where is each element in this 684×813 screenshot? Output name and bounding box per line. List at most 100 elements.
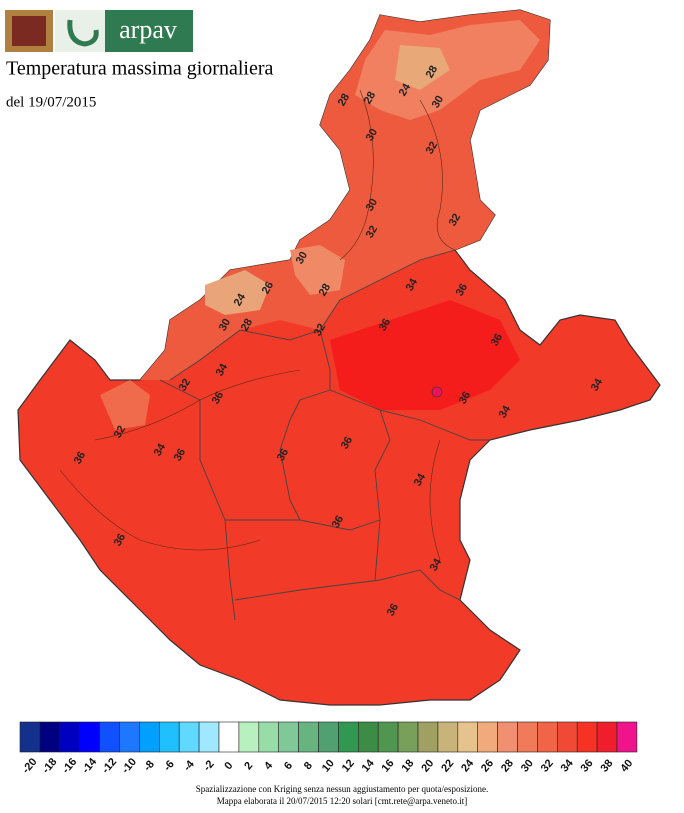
- legend-swatch: [596, 721, 618, 753]
- contour-label: 30: [430, 94, 447, 111]
- contour-label: 28: [239, 317, 256, 334]
- legend-label: 18: [399, 757, 416, 774]
- legend-label: -6: [161, 758, 176, 773]
- legend-label: 4: [262, 759, 276, 772]
- contour-label: 36: [489, 332, 506, 349]
- legend-swatch: [357, 721, 379, 753]
- contour-label: 36: [72, 450, 89, 467]
- footnote: Mappa elaborata il 20/07/2015 12:20 sola…: [217, 796, 467, 806]
- legend-swatch: [159, 721, 180, 753]
- contour-label: 28: [362, 90, 379, 107]
- legend-swatch: [258, 721, 279, 753]
- logo-bg: [105, 10, 193, 52]
- contour: [59, 469, 261, 551]
- legend-label: -12: [100, 756, 119, 776]
- legend-swatch: [278, 721, 299, 753]
- legend-swatch: [556, 721, 578, 753]
- contour-label: 30: [364, 127, 381, 144]
- date: del 19/07/2015: [6, 94, 96, 110]
- legend-label: 16: [380, 757, 397, 774]
- legend-swatch: [298, 721, 319, 753]
- border: [159, 379, 236, 621]
- legend-swatch: [178, 721, 200, 753]
- legend-swatch: [218, 721, 240, 753]
- contour-label: 32: [312, 322, 329, 339]
- logo-lion-inner: [12, 16, 46, 46]
- legend-swatch: [437, 721, 459, 753]
- contour-label: 36: [385, 602, 402, 619]
- legend-swatch: [198, 721, 220, 753]
- contour-label: 32: [177, 377, 194, 394]
- contour-label: 36: [172, 447, 189, 464]
- legend-label: 20: [419, 757, 436, 774]
- legend-label: -4: [181, 758, 197, 774]
- legend-label: 6: [282, 760, 295, 772]
- legend-label: 30: [519, 757, 536, 774]
- legend-swatch: [338, 721, 359, 753]
- legend-label: 24: [459, 757, 477, 775]
- cool-zone: [205, 270, 270, 315]
- legend-swatch: [417, 721, 439, 753]
- legend-label: 40: [618, 757, 635, 774]
- legend-label: 32: [539, 757, 556, 774]
- legend-label: 26: [479, 757, 496, 774]
- legend-swatch: [79, 721, 100, 753]
- legend-label: -18: [40, 756, 59, 776]
- contour-label: 36: [339, 435, 356, 452]
- contour-label: 28: [336, 92, 353, 109]
- border: [225, 519, 381, 531]
- legend-swatch: [537, 721, 558, 753]
- legend-label: 22: [439, 757, 456, 774]
- hot-zone: [330, 300, 520, 410]
- legend-label: 8: [302, 760, 315, 772]
- legend-label: 36: [579, 757, 596, 774]
- legend-label: 12: [340, 757, 357, 774]
- cool-zone: [290, 245, 345, 295]
- legend-swatch: [19, 721, 41, 753]
- legend: -20 -18 -16 -14 -12 -10 -8 -6 -4 -2 0 2 4 6 8 10 12 14 16 1…: [19, 721, 638, 776]
- contour-label: 32: [112, 424, 129, 441]
- border: [374, 409, 391, 581]
- logo-text: arpav: [119, 15, 177, 44]
- hot-spot: [431, 386, 443, 398]
- legend-swatch: [397, 721, 419, 753]
- border: [169, 329, 321, 381]
- legend-label: -20: [20, 756, 39, 776]
- contour-label: 32: [424, 140, 441, 157]
- contour-label: 32: [364, 224, 381, 241]
- legend-label: -16: [60, 756, 79, 776]
- legend-label: 28: [499, 757, 516, 774]
- legend-label: 34: [559, 757, 577, 775]
- legend-swatch: [477, 721, 498, 753]
- contour-label: 32: [447, 212, 464, 229]
- contour-label: 36: [457, 390, 474, 407]
- legend-swatch: [616, 721, 638, 753]
- contour-label: 28: [317, 282, 334, 299]
- legend-label: 38: [598, 757, 615, 774]
- footnote: Spazializzazione con Kriging senza nessu…: [196, 784, 488, 794]
- legend-label: 2: [242, 760, 255, 772]
- legend-label: -14: [80, 755, 100, 776]
- province-borders: [159, 249, 490, 621]
- contour-label: 36: [454, 282, 471, 299]
- contour-label: 36: [330, 514, 347, 531]
- legend-swatch: [139, 721, 160, 753]
- contour-label: 36: [210, 390, 227, 407]
- contour: [429, 439, 441, 561]
- border: [329, 389, 490, 441]
- contour-label: 30: [217, 317, 234, 334]
- legend-label: -2: [201, 758, 216, 773]
- legend-swatch: [377, 721, 399, 753]
- legend-swatch: [318, 721, 339, 753]
- legend-swatch: [119, 721, 140, 753]
- contour-label: 36: [377, 317, 394, 334]
- legend-swatch: [39, 721, 61, 753]
- border: [319, 249, 456, 390]
- legend-label: 10: [320, 757, 337, 774]
- legend-swatch: [497, 721, 518, 753]
- contour-label: 28: [424, 64, 441, 81]
- legend-swatch: [457, 721, 478, 753]
